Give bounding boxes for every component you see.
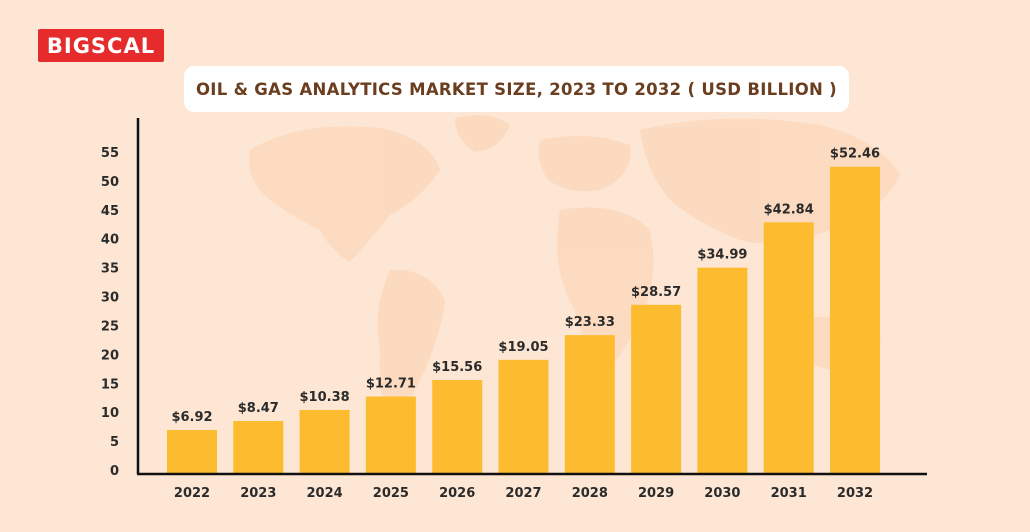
y-tick-label: 35 (101, 262, 119, 277)
y-tick-label: 10 (101, 406, 119, 421)
bar-2026 (432, 380, 483, 473)
x-tick-label: 2022 (174, 486, 210, 501)
x-tick-label: 2031 (771, 486, 807, 501)
y-tick-label: 55 (101, 146, 119, 161)
data-label-2030: $34.99 (697, 248, 747, 263)
y-tick-label: 0 (110, 464, 119, 479)
bar-2029 (631, 304, 682, 473)
data-label-2031: $42.84 (764, 202, 814, 217)
y-tick-label: 30 (101, 291, 119, 306)
data-label-2025: $12.71 (366, 377, 416, 392)
bar-2030 (697, 267, 748, 473)
x-tick-label: 2025 (373, 486, 409, 501)
y-tick-label: 45 (101, 204, 119, 219)
bar-series (167, 166, 880, 473)
x-tick-label: 2024 (307, 486, 343, 501)
chart-title: OIL & GAS ANALYTICS MARKET SIZE, 2023 TO… (184, 66, 849, 112)
bar-2032 (830, 166, 880, 473)
data-label-2028: $23.33 (565, 315, 615, 330)
bar-2024 (299, 409, 350, 473)
x-tick-label: 2032 (837, 486, 873, 501)
bar-2022 (167, 429, 217, 473)
data-labels: $6.92 $8.47 $10.38 $12.71 $15.56 $19.05 $23.33… (171, 147, 880, 425)
y-tick-label: 5 (110, 435, 119, 450)
brand-logo: BIGSCAL (38, 29, 164, 62)
y-axis-ticks: 0 5 10 15 20 25 30 35 40 45 50 55 (101, 146, 119, 479)
bar-2031 (763, 222, 814, 473)
data-label-2027: $19.05 (498, 340, 548, 355)
y-tick-label: 50 (101, 175, 119, 190)
x-tick-label: 2027 (505, 486, 541, 501)
data-label-2023: $8.47 (238, 401, 279, 416)
y-tick-label: 25 (101, 319, 119, 334)
data-label-2024: $10.38 (300, 390, 350, 405)
y-tick-label: 20 (101, 348, 119, 363)
bar-2028 (564, 335, 615, 473)
x-tick-label: 2023 (240, 486, 276, 501)
data-label-2029: $28.57 (631, 285, 681, 300)
x-tick-label: 2026 (439, 486, 475, 501)
data-label-2026: $15.56 (432, 360, 482, 375)
y-tick-label: 40 (101, 233, 119, 248)
x-tick-label: 2029 (638, 486, 674, 501)
x-axis-ticks: 2022 2023 2024 2025 2026 2027 2028 2029 2030 2031… (174, 486, 873, 501)
x-tick-label: 2028 (572, 486, 608, 501)
bar-2025 (365, 396, 416, 473)
y-tick-label: 15 (101, 377, 119, 392)
bar-2023 (233, 421, 284, 473)
data-label-2032: $52.46 (830, 147, 880, 162)
bar-2027 (498, 359, 549, 473)
data-label-2022: $6.92 (171, 410, 212, 425)
x-tick-label: 2030 (704, 486, 740, 501)
